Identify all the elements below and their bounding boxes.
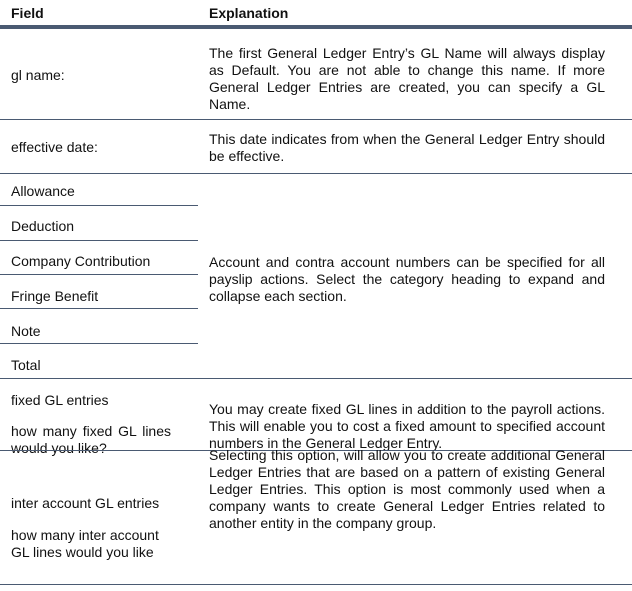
sub-divider	[0, 240, 198, 241]
explanation-effective-date: This date indicates from when the Genera…	[209, 131, 605, 164]
row-divider	[0, 119, 632, 120]
explanation-gl-name: The first General Ledger Entry’s GL Name…	[209, 45, 605, 112]
field-effective-date: effective date:	[11, 139, 98, 155]
header-explanation: Explanation	[209, 5, 289, 21]
field-note: Note	[11, 323, 41, 339]
field-fixed-gl-lines: how many fixed GL lines would you like?	[11, 423, 171, 456]
sub-divider	[0, 274, 198, 275]
sub-divider	[0, 308, 198, 309]
header-field: Field	[11, 5, 44, 21]
field-inter-account-gl-lines: how many inter account GL lines would yo…	[11, 527, 159, 560]
sub-divider	[0, 343, 198, 344]
row-divider	[0, 173, 632, 174]
explanation-inter-account: Selecting this option, will allow you to…	[209, 447, 605, 531]
row-divider	[0, 584, 632, 585]
header-rule	[0, 25, 632, 29]
field-gl-name: gl name:	[11, 67, 65, 83]
field-deduction: Deduction	[11, 218, 75, 234]
sub-divider	[0, 205, 198, 206]
row-divider	[0, 450, 632, 451]
field-fixed-gl-entries: fixed GL entries	[11, 392, 109, 408]
explanation-fixed-gl: You may create fixed GL lines in additio…	[209, 401, 605, 451]
field-inter-account-gl-entries: inter account GL entries	[11, 495, 160, 511]
field-company-contribution: Company Contribution	[11, 253, 151, 269]
field-total: Total	[11, 357, 41, 373]
field-allowance: Allowance	[11, 183, 75, 199]
explanation-payslip-actions: Account and contra account numbers can b…	[209, 254, 605, 304]
row-divider	[0, 378, 632, 379]
field-fringe-benefit: Fringe Benefit	[11, 288, 99, 304]
